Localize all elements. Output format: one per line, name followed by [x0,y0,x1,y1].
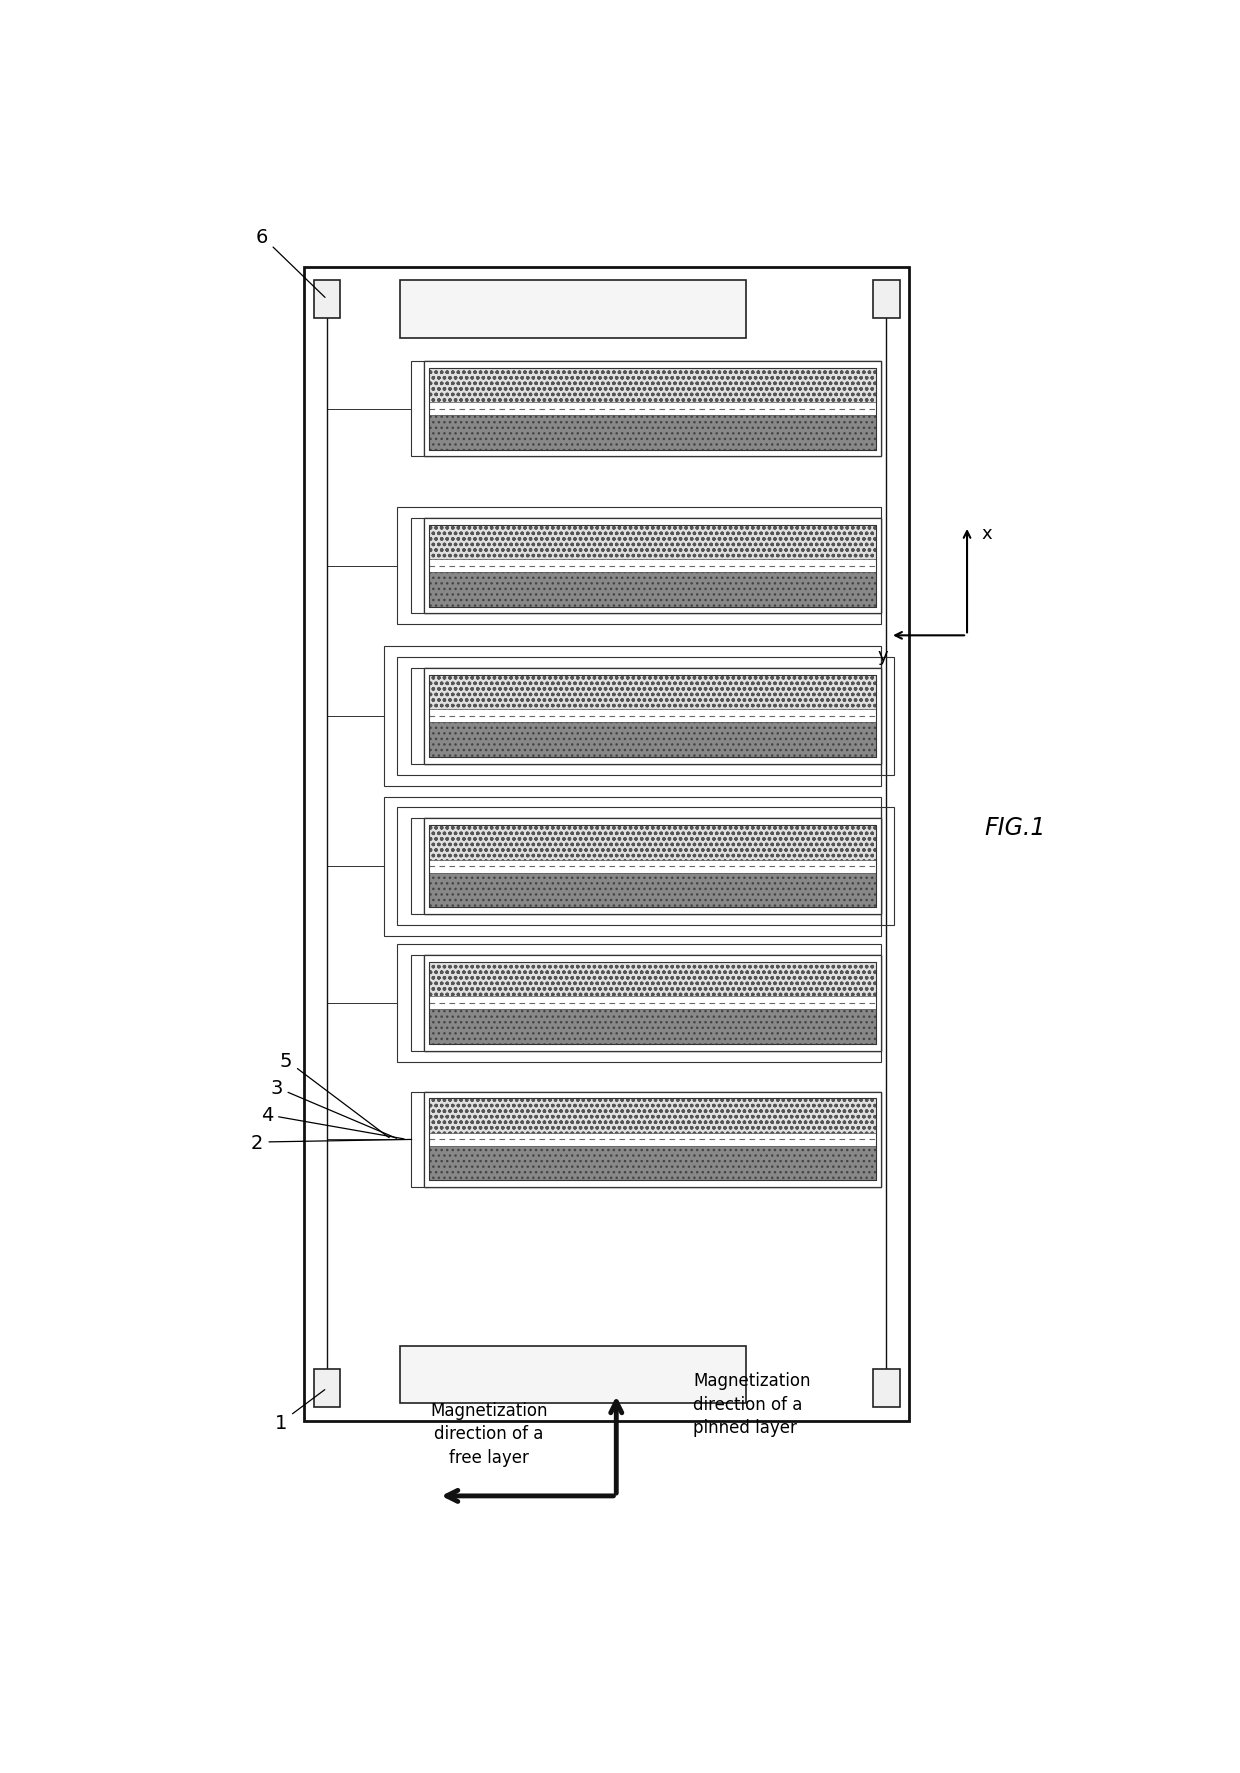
Bar [429,1099,875,1181]
Bar [424,1092,880,1188]
Text: x: x [982,525,992,543]
Bar [314,1369,341,1408]
Text: Magnetization
direction of a
free layer: Magnetization direction of a free layer [430,1401,548,1466]
Bar [410,956,880,1051]
Bar [429,826,875,908]
Bar [880,658,894,775]
Bar [429,963,875,1044]
Bar [410,518,880,613]
Bar [410,362,880,457]
Bar [429,573,875,608]
Bar [873,280,900,319]
Bar [397,945,880,1062]
Text: FIG.1: FIG.1 [985,816,1045,839]
Bar [429,1099,875,1181]
Bar [304,268,909,1420]
Bar [424,668,880,764]
Bar [397,507,880,626]
Bar [429,369,875,450]
Text: Magnetization
direction of a
pinned layer: Magnetization direction of a pinned laye… [693,1371,811,1436]
Bar [410,1092,880,1188]
Text: 1: 1 [275,1390,325,1433]
Bar [424,956,880,1051]
Bar [424,518,880,613]
Bar [429,874,875,908]
Bar [429,525,875,608]
Bar [410,668,880,764]
Bar [429,369,875,450]
Bar [880,808,894,926]
Bar [429,963,875,1044]
Text: y: y [877,647,888,665]
Bar [429,525,875,560]
Bar [429,826,875,908]
Text: 5: 5 [280,1051,389,1138]
Bar [424,1092,880,1188]
Bar [410,819,880,915]
Bar [401,280,746,339]
Bar [429,676,875,757]
Bar [397,808,880,926]
Bar [429,826,875,860]
Bar [429,1099,875,1133]
Bar [314,280,341,319]
Bar [424,819,880,915]
Bar [429,676,875,709]
Bar [424,956,880,1051]
Text: 2: 2 [250,1133,412,1152]
Bar [429,723,875,757]
Bar [424,362,880,457]
Bar [429,676,875,757]
Bar [383,647,880,785]
Bar [397,658,880,775]
Bar [424,518,880,613]
Bar [383,798,880,936]
Bar [429,417,875,450]
Bar [429,525,875,608]
Bar [424,819,880,915]
Bar [429,369,875,402]
Bar [401,1346,746,1402]
Bar [429,963,875,996]
Bar [429,1011,875,1044]
Text: 3: 3 [270,1078,397,1138]
Bar [873,1369,900,1408]
Bar [429,1147,875,1181]
Bar [424,362,880,457]
Text: 6: 6 [255,227,325,298]
Text: 4: 4 [260,1106,404,1140]
Bar [424,668,880,764]
